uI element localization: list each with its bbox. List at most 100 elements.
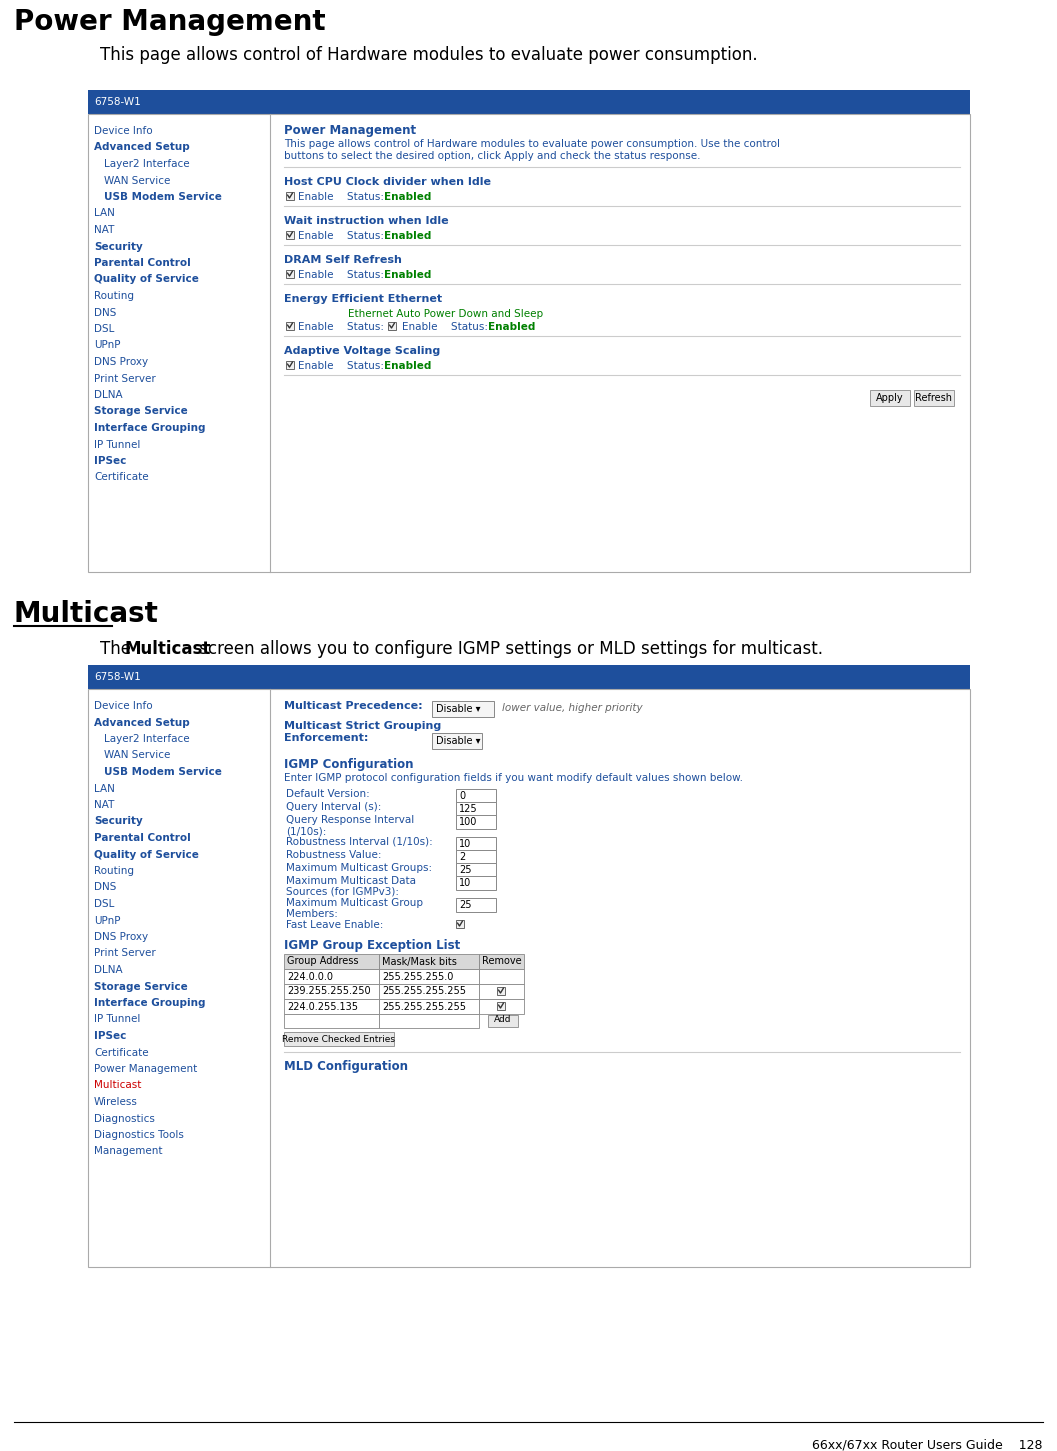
Text: Robustness Value:: Robustness Value: [286, 850, 382, 860]
Text: USB Modem Service: USB Modem Service [104, 768, 222, 776]
Text: Status:: Status: [334, 322, 384, 332]
Bar [284, 969, 379, 984]
Bar [479, 998, 524, 1014]
Text: lower value, higher priority: lower value, higher priority [502, 702, 643, 712]
Text: Print Server: Print Server [94, 949, 155, 959]
Text: Enabled: Enabled [488, 322, 536, 332]
Text: DLNA: DLNA [94, 390, 123, 400]
Text: Parental Control: Parental Control [94, 833, 190, 843]
Bar [379, 998, 479, 1014]
Bar [379, 984, 479, 998]
Text: 255.255.255.255: 255.255.255.255 [382, 987, 466, 997]
Bar [284, 1014, 379, 1027]
Bar [456, 876, 496, 889]
Text: Certificate: Certificate [94, 1048, 149, 1058]
Bar [456, 789, 496, 802]
Text: DLNA: DLNA [94, 965, 123, 975]
Text: Power Management: Power Management [94, 1064, 198, 1074]
Bar [284, 984, 379, 998]
Bar [432, 701, 494, 717]
Text: Layer2 Interface: Layer2 Interface [104, 734, 189, 744]
Bar [286, 270, 294, 279]
Text: Enabled: Enabled [384, 192, 431, 202]
Bar [88, 115, 970, 572]
Bar [284, 998, 379, 1014]
Text: IPSec: IPSec [94, 456, 127, 466]
Text: 25: 25 [459, 900, 471, 910]
Text: Wait instruction when Idle: Wait instruction when Idle [284, 216, 448, 226]
Text: 125: 125 [459, 804, 478, 814]
Text: Disable ▾: Disable ▾ [435, 736, 481, 746]
Text: 6758-W1: 6758-W1 [94, 672, 141, 682]
Text: 224.0.0.0: 224.0.0.0 [288, 972, 333, 981]
Bar [479, 984, 524, 998]
Text: Maximum Multicast Group: Maximum Multicast Group [286, 898, 423, 908]
Text: WAN Service: WAN Service [104, 750, 170, 760]
Text: Adaptive Voltage Scaling: Adaptive Voltage Scaling [284, 345, 441, 355]
Text: Multicast: Multicast [14, 601, 159, 628]
Text: Status:: Status: [334, 231, 384, 241]
Text: 255.255.255.255: 255.255.255.255 [382, 1001, 466, 1011]
Text: Multicast Strict Grouping: Multicast Strict Grouping [284, 721, 441, 731]
Text: 100: 100 [459, 817, 478, 827]
Text: 66xx/67xx Router Users Guide    128: 66xx/67xx Router Users Guide 128 [813, 1438, 1043, 1451]
Text: LAN: LAN [94, 209, 115, 219]
Text: Disable ▾: Disable ▾ [435, 704, 481, 714]
Bar [497, 1003, 505, 1010]
Bar [286, 231, 294, 239]
Text: Maximum Multicast Groups:: Maximum Multicast Groups: [286, 863, 432, 874]
Text: Remove: Remove [482, 956, 521, 966]
Text: IPSec: IPSec [94, 1032, 127, 1040]
Text: Enter IGMP protocol configuration fields if you want modify default values shown: Enter IGMP protocol configuration fields… [284, 773, 743, 784]
Text: Enabled: Enabled [384, 361, 431, 371]
Bar [284, 1032, 394, 1046]
Bar [456, 802, 496, 815]
Bar [88, 90, 970, 115]
Text: Maximum Multicast Data: Maximum Multicast Data [286, 876, 416, 887]
Text: Quality of Service: Quality of Service [94, 274, 199, 284]
Text: Remove Checked Entries: Remove Checked Entries [282, 1035, 395, 1043]
Text: Multicast: Multicast [124, 640, 210, 657]
Bar [286, 361, 294, 369]
Text: 224.0.255.135: 224.0.255.135 [288, 1001, 358, 1011]
Text: This page allows control of Hardware modules to evaluate power consumption.: This page allows control of Hardware mod… [100, 46, 758, 64]
Text: Status:: Status: [438, 322, 488, 332]
Text: Certificate: Certificate [94, 473, 149, 483]
Text: UPnP: UPnP [94, 916, 120, 926]
Text: Enabled: Enabled [384, 270, 431, 280]
Text: MLD Configuration: MLD Configuration [284, 1061, 408, 1072]
Text: Group Address: Group Address [288, 956, 358, 966]
Text: The: The [100, 640, 136, 657]
Text: Diagnostics: Diagnostics [94, 1113, 155, 1123]
Text: Query Interval (s):: Query Interval (s): [286, 802, 382, 813]
Text: DNS: DNS [94, 882, 116, 892]
Text: Refresh: Refresh [915, 393, 952, 403]
Text: Power Management: Power Management [284, 123, 416, 136]
Text: Add: Add [495, 1016, 512, 1024]
Text: IGMP Configuration: IGMP Configuration [284, 757, 413, 770]
Bar [456, 898, 496, 913]
Text: Interface Grouping: Interface Grouping [94, 424, 205, 432]
Bar [379, 969, 479, 984]
Bar [914, 390, 954, 406]
Text: 6758-W1: 6758-W1 [94, 97, 141, 107]
Bar [88, 665, 970, 689]
Text: screen allows you to configure IGMP settings or MLD settings for multicast.: screen allows you to configure IGMP sett… [194, 640, 823, 657]
Text: NAT: NAT [94, 225, 114, 235]
Bar [379, 953, 479, 969]
Bar [497, 987, 505, 995]
Text: Device Info: Device Info [94, 701, 152, 711]
Text: LAN: LAN [94, 784, 115, 794]
Text: Print Server: Print Server [94, 373, 155, 383]
Bar [479, 953, 524, 969]
Text: NAT: NAT [94, 800, 114, 810]
Text: Routing: Routing [94, 292, 134, 300]
Text: Enable: Enable [298, 231, 334, 241]
Text: 25: 25 [459, 865, 471, 875]
Text: Multicast Precedence:: Multicast Precedence: [284, 701, 423, 711]
Text: Enabled: Enabled [384, 231, 431, 241]
Text: Security: Security [94, 817, 143, 827]
Text: Wireless: Wireless [94, 1097, 137, 1107]
Text: Routing: Routing [94, 866, 134, 876]
Bar [286, 192, 294, 200]
